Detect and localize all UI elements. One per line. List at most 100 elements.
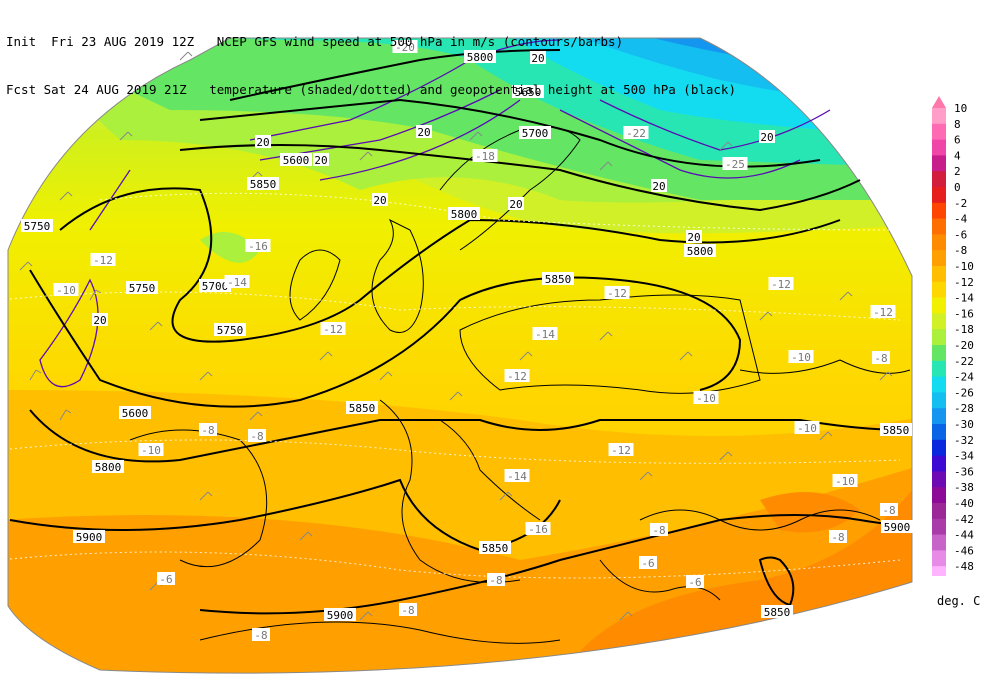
colorbar-tick-label: -14 (954, 292, 974, 305)
colorbar-swatch (932, 108, 946, 125)
label-box (768, 277, 794, 290)
height-contour-label-text: 5750 (217, 324, 244, 337)
colorbar-tick-label: -22 (954, 355, 974, 368)
temperature-label-text: -10 (696, 392, 716, 405)
label-box (372, 193, 388, 206)
temperature-label: -12 (608, 443, 634, 457)
label-box (761, 605, 793, 618)
colorbar-tick-label: -4 (954, 213, 968, 226)
temperature-label-text: -12 (873, 306, 893, 319)
label-box (639, 556, 657, 569)
colorbar-tick-label: -10 (954, 260, 974, 273)
height-contour-label-text: 5850 (349, 402, 376, 415)
colorbar-tick-label: -34 (954, 450, 974, 463)
colorbar-swatch (932, 155, 946, 172)
height-contour-label-text: 5900 (327, 609, 354, 622)
colorbar-tick-label: -12 (954, 276, 974, 289)
wind-speed-label-text: 20 (93, 314, 106, 327)
colorbar-tick-label: -16 (954, 307, 974, 320)
temperature-label-text: -10 (797, 422, 817, 435)
label-box (870, 305, 896, 318)
colorbar-tick-label: -2 (954, 197, 967, 210)
height-contour-label-text: 5850 (764, 606, 791, 619)
temperature-label: -18 (472, 149, 498, 163)
label-box (92, 313, 108, 326)
label-box (392, 40, 418, 53)
colorbar-tick-label: -38 (954, 481, 974, 494)
wind-speed-label-text: 20 (760, 131, 773, 144)
label-box (487, 573, 505, 586)
map-boundary (7, 37, 913, 674)
label-box (604, 286, 630, 299)
temperature-label: -12 (604, 286, 630, 300)
height-contour-label: 5700 (519, 126, 551, 140)
height-contour-label: 5700 (199, 279, 231, 293)
height-contour-label: 5750 (214, 323, 246, 337)
temperature-label: -8 (829, 530, 847, 544)
label-box (651, 179, 667, 192)
temperature-label: -25 (722, 157, 748, 171)
height-contour-label-text: 5850 (545, 273, 572, 286)
colorbar-swatch (932, 534, 946, 551)
height-contour-label-text: 5700 (522, 127, 549, 140)
colorbar-tick-label: -26 (954, 386, 974, 399)
label-box (759, 130, 775, 143)
height-contour-label: 5850 (247, 177, 279, 191)
label-box (53, 283, 79, 296)
temperature-label: -12 (504, 369, 530, 383)
label-box (448, 207, 480, 220)
wind-speed-label-text: 20 (314, 154, 327, 167)
label-box (313, 153, 329, 166)
colorbar-tick-label: -36 (954, 465, 974, 478)
geopotential-height-contours (9, 49, 906, 615)
wind-speed-label-text: 20 (256, 136, 269, 149)
colorbar-swatch (932, 297, 946, 314)
wind-speed-label: 20 (372, 193, 388, 207)
temperature-label-text: -6 (159, 573, 172, 586)
temperature-label: -12 (90, 253, 116, 267)
label-box (346, 401, 378, 414)
colorbar-swatch (932, 313, 946, 330)
temperature-label-text: -25 (725, 158, 745, 171)
wind-speed-label: 20 (508, 197, 524, 211)
label-box (693, 391, 719, 404)
label-box (829, 530, 847, 543)
colorbar-swatch (932, 171, 946, 188)
temperature-label-text: -20 (395, 41, 415, 54)
colorbar-tick-label: -6 (954, 228, 967, 241)
colorbar-swatch (932, 202, 946, 220)
colorbar-swatch (932, 487, 946, 504)
label-box (126, 281, 158, 294)
colorbar-tick-label: 2 (954, 165, 961, 178)
temperature-label-text: -12 (771, 278, 791, 291)
temperature-label: -16 (525, 522, 551, 536)
label-box (512, 85, 544, 98)
colorbar-tick-label: -20 (954, 339, 974, 352)
temperature-label-text: -10 (56, 284, 76, 297)
colorbar-swatch (932, 218, 946, 235)
label-box (504, 469, 530, 482)
temperature-label: -12 (768, 277, 794, 291)
temperature-label: -22 (623, 126, 649, 140)
colorbar-tick-label: -30 (954, 418, 974, 431)
height-contour-label: 5600 (119, 406, 151, 420)
header-forecast-line: Fcst Sat 24 AUG 2019 21Z temperature (sh… (6, 82, 736, 97)
label-box (324, 608, 356, 621)
temperature-label-text: -6 (688, 576, 701, 589)
label-box (214, 323, 246, 336)
colorbar-tick-label: -32 (954, 434, 974, 447)
temperature-label-text: -10 (141, 444, 161, 457)
temperature-label-text: -6 (641, 557, 654, 570)
label-box (157, 572, 175, 585)
label-box (73, 530, 105, 543)
wind-barbs (19, 51, 893, 621)
colorbar-swatch (932, 360, 946, 378)
colorbar-swatch (932, 281, 946, 299)
temperature-label-text: -8 (489, 574, 502, 587)
colorbar-swatch (932, 424, 946, 441)
colorbar-swatch (932, 518, 946, 536)
label-box (416, 125, 432, 138)
height-contour-label-text: 5600 (283, 154, 310, 167)
label-box (794, 421, 820, 434)
